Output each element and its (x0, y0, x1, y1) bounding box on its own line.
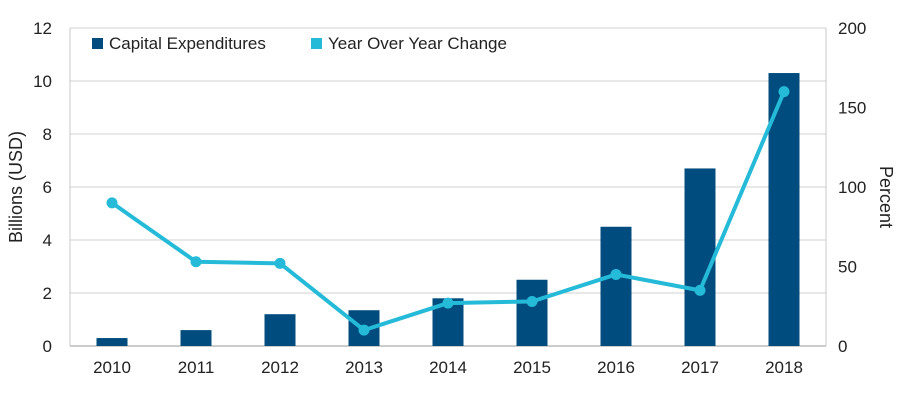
bar-series-capital-expenditures (96, 73, 800, 347)
bar-capital-expenditures (684, 168, 716, 346)
gridlines (69, 27, 827, 347)
x-tick-label: 2014 (429, 358, 467, 377)
axes: 0 2 4 6 8 10 12 0 50 100 150 200 2010 2011 2012 2013 201… (33, 19, 866, 377)
point-year-over-year-change (190, 256, 202, 268)
legend-swatch-year-over-year-change (311, 38, 322, 49)
y-tick-label-right: 200 (838, 19, 866, 38)
y-tick-label-left: 4 (43, 231, 52, 250)
bar-capital-expenditures (96, 338, 128, 346)
x-tick-label: 2010 (93, 358, 131, 377)
point-year-over-year-change (526, 295, 538, 307)
y-tick-label-left: 10 (33, 72, 52, 91)
legend: Capital Expenditures Year Over Year Chan… (92, 34, 507, 53)
y-tick-label-right: 100 (838, 178, 866, 197)
x-tick-label: 2012 (261, 358, 299, 377)
point-year-over-year-change (442, 297, 454, 309)
legend-swatch-capital-expenditures (92, 38, 103, 49)
x-tick-label: 2013 (345, 358, 383, 377)
point-year-over-year-change (610, 268, 622, 280)
point-year-over-year-change (778, 86, 790, 98)
legend-label-year-over-year-change: Year Over Year Change (328, 34, 507, 53)
y-axis-title-left: Billions (USD) (6, 131, 26, 243)
bar-capital-expenditures (180, 330, 212, 346)
x-tick-label: 2011 (178, 358, 215, 377)
y-tick-label-right: 50 (838, 258, 857, 277)
x-tick-label: 2018 (765, 358, 803, 377)
legend-label-capital-expenditures: Capital Expenditures (109, 34, 266, 53)
y-tick-label-left: 0 (43, 337, 52, 356)
y-tick-label-right: 0 (838, 337, 847, 356)
x-tick-label: 2015 (513, 358, 551, 377)
point-year-over-year-change (106, 197, 118, 209)
x-tick-label: 2016 (597, 358, 635, 377)
point-year-over-year-change (694, 284, 706, 296)
point-year-over-year-change (274, 257, 286, 269)
x-tick-label: 2017 (681, 358, 719, 377)
y-tick-label-right: 150 (838, 99, 866, 118)
bar-capital-expenditures (600, 226, 632, 346)
y-axis-title-right: Percent (876, 166, 896, 228)
y-tick-label-left: 6 (43, 178, 52, 197)
line-series-year-over-year-change (106, 86, 790, 336)
y-tick-label-left: 12 (33, 19, 52, 38)
line-year-over-year-change (110, 89, 786, 333)
bar-capital-expenditures (516, 279, 548, 346)
bar-capital-expenditures (264, 314, 296, 346)
y-tick-label-left: 2 (43, 284, 52, 303)
point-year-over-year-change (358, 324, 370, 336)
y-tick-label-left: 8 (43, 125, 52, 144)
